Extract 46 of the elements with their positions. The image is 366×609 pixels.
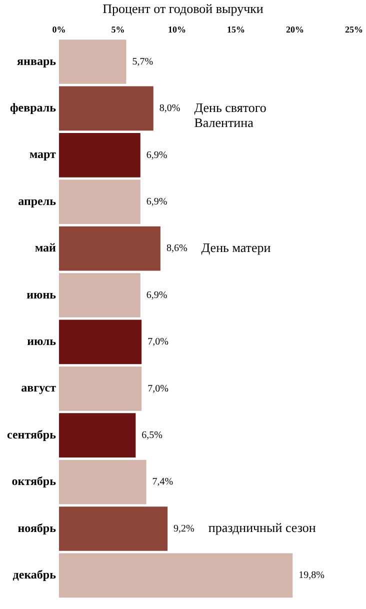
annotation: праздничный сезон [208,520,316,536]
data-label: 9,2% [174,523,194,534]
annotation: День святого Валентина [194,100,266,130]
bar [58,320,142,364]
bar [58,132,140,178]
data-label: 19,8% [298,570,324,582]
y-tick-label: июнь [26,287,57,302]
data-label: 7,0% [148,336,168,348]
y-tick-label: февраль [10,100,57,115]
data-label: 6,9% [146,290,168,301]
bar [58,180,140,224]
y-tick-label: март [29,147,56,162]
bar [58,273,140,318]
bar [58,226,160,271]
data-label: 6,9% [146,150,168,161]
data-label: 6,9% [146,196,168,208]
bar [58,553,293,598]
bar [58,366,142,411]
data-label: 8,0% [159,103,180,114]
y-tick-label: октябрь [12,474,57,488]
x-tick-label: 5% [111,24,125,34]
chart-title: Процент от годовой выручки [102,1,264,16]
bar [58,460,146,504]
x-tick-label: 20% [286,24,304,34]
bar [58,40,126,84]
x-tick-label: 0% [52,24,66,34]
bar [58,413,136,458]
y-tick-label: ноябрь [18,520,57,535]
x-tick-label: 25% [345,24,363,34]
y-tick-label: июль [27,334,57,348]
annotation: День матери [201,240,271,255]
y-tick-label: август [21,380,56,395]
x-tick-label: 10% [168,24,186,34]
data-label: 8,6% [166,243,188,254]
y-tick-label: апрель [18,194,57,208]
data-label: 7,0% [148,383,168,394]
bar [58,506,168,551]
y-tick-label: сентябрь [6,427,57,442]
bar [58,86,154,131]
y-tick-label: январь [17,54,57,68]
data-label: 5,7% [132,56,154,68]
y-tick-label: май [34,240,56,255]
x-tick-label: 15% [226,24,245,34]
data-label: 7,4% [152,476,174,488]
data-label: 6,5% [142,430,163,441]
y-tick-label: декабрь [12,568,57,582]
